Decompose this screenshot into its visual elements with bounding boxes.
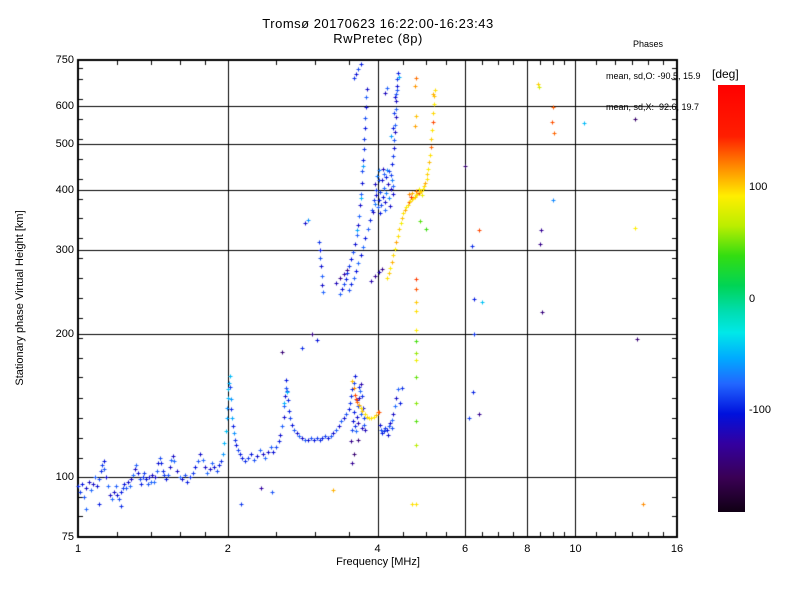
y-tick-label: 400: [55, 184, 74, 197]
x-axis-title: Frequency [MHz]: [336, 556, 420, 568]
y-tick-label: 75: [61, 531, 74, 543]
x-tick-label: 6: [462, 543, 469, 555]
x-tick-label: 2: [224, 543, 231, 555]
colorbar-tick-label: 0: [749, 292, 756, 305]
y-axis-title: Stationary phase Virtual Height [km]: [14, 210, 26, 386]
y-tick-label: 500: [55, 137, 74, 150]
x-tick-label: 16: [670, 543, 684, 555]
y-tick-label: 300: [55, 243, 74, 256]
y-tick-label: 600: [55, 100, 74, 113]
phase-stats-header: Phases: [633, 39, 664, 49]
x-tick-label: 1: [74, 543, 82, 555]
y-tick-label: 200: [55, 327, 74, 340]
page-title: Tromsø 20170623 16:22:00-16:23:43: [262, 16, 494, 31]
x-tick-label: 10: [569, 543, 582, 555]
x-tick-label: 4: [374, 543, 381, 555]
y-tick-label: 750: [55, 54, 74, 66]
colorbar-unit-label: [deg]: [712, 67, 739, 81]
colorbar-tick-label: -100: [749, 403, 772, 416]
x-tick-label: 8: [524, 543, 531, 555]
phase-stats-o-mode: mean, sd,O: -90.5, 15.9: [606, 70, 701, 81]
colorbar-gradient: [718, 85, 745, 512]
colorbar-tick-label: 100: [749, 181, 768, 194]
y-tick-label: 100: [55, 471, 74, 484]
phase-stats-x-mode: mean, sd,X: 92.6, 19.7: [606, 102, 700, 112]
phase-stats-block: Phases mean, sd,O: -90.5, 15.9 mean, sd,…: [606, 18, 701, 134]
page-subtitle: RwPretec (8p): [333, 31, 423, 46]
